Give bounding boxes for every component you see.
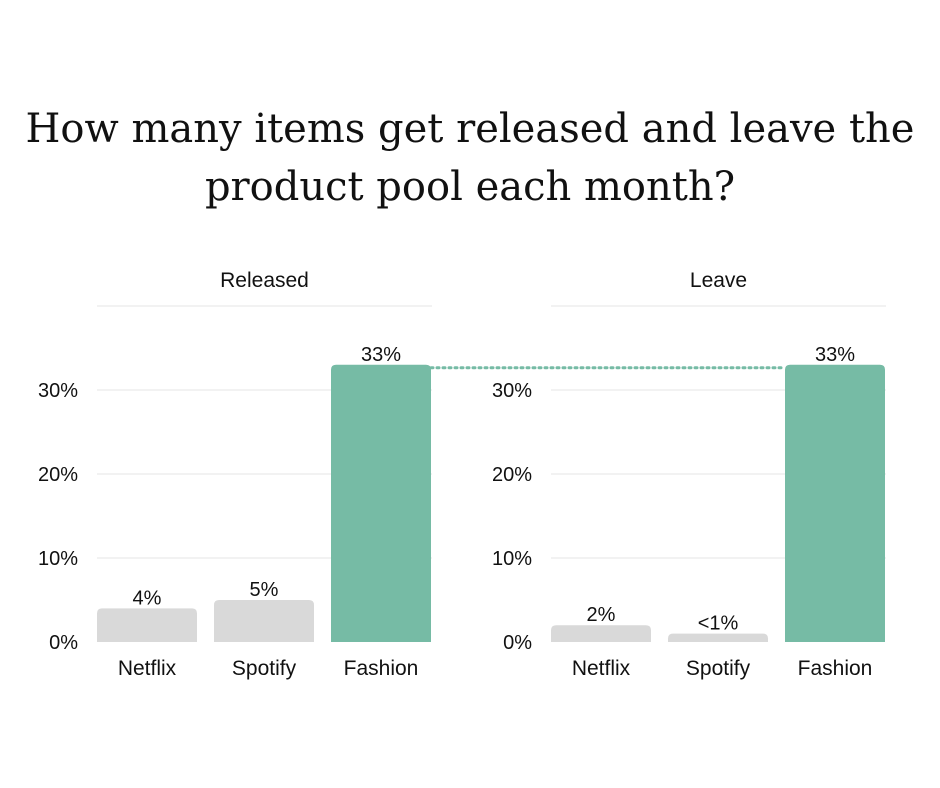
leave-data-label-netflix: 2% (587, 604, 616, 626)
leave-bar-netflix (551, 625, 651, 642)
released-ytick-label: 10% (38, 548, 78, 570)
leave-ytick-label: 20% (492, 464, 532, 486)
released-category-label: Fashion (344, 657, 419, 680)
leave-data-label-spotify: <1% (698, 613, 739, 635)
leave-ytick-label: 10% (492, 548, 532, 570)
released-ytick-label: 30% (38, 380, 78, 402)
released-data-label-netflix: 4% (133, 587, 162, 609)
released-data-label-spotify: 5% (250, 579, 279, 601)
leave-panel-title: Leave (690, 269, 747, 292)
released-ytick-label: 0% (49, 632, 78, 654)
page-title: How many items get released and leave th… (25, 106, 915, 210)
leave-data-label-fashion: 33% (815, 344, 855, 366)
leave-category-label: Fashion (798, 657, 873, 680)
leave-ytick-label: 0% (503, 632, 532, 654)
released-panel-title: Released (220, 269, 309, 292)
chart-released: Released 0% 10% 20% 30% 4% Netflix 5% Spotify 33%… (38, 269, 432, 680)
released-bar-netflix (97, 608, 197, 642)
released-bar-fashion (331, 364, 431, 642)
released-category-label: Netflix (118, 657, 177, 680)
leave-bar-spotify (668, 633, 768, 642)
leave-ytick-label: 30% (492, 380, 532, 402)
released-ytick-label: 20% (38, 464, 78, 486)
chart-leave: Leave 0% 10% 20% 30% 2% Netflix <1% Spotify 33% Fa… (492, 269, 886, 680)
released-bar-spotify (214, 600, 314, 642)
released-data-label-fashion: 33% (361, 344, 401, 366)
leave-bar-fashion (785, 364, 885, 642)
leave-category-label: Spotify (686, 657, 751, 680)
leave-category-label: Netflix (572, 657, 631, 680)
released-category-label: Spotify (232, 657, 297, 680)
